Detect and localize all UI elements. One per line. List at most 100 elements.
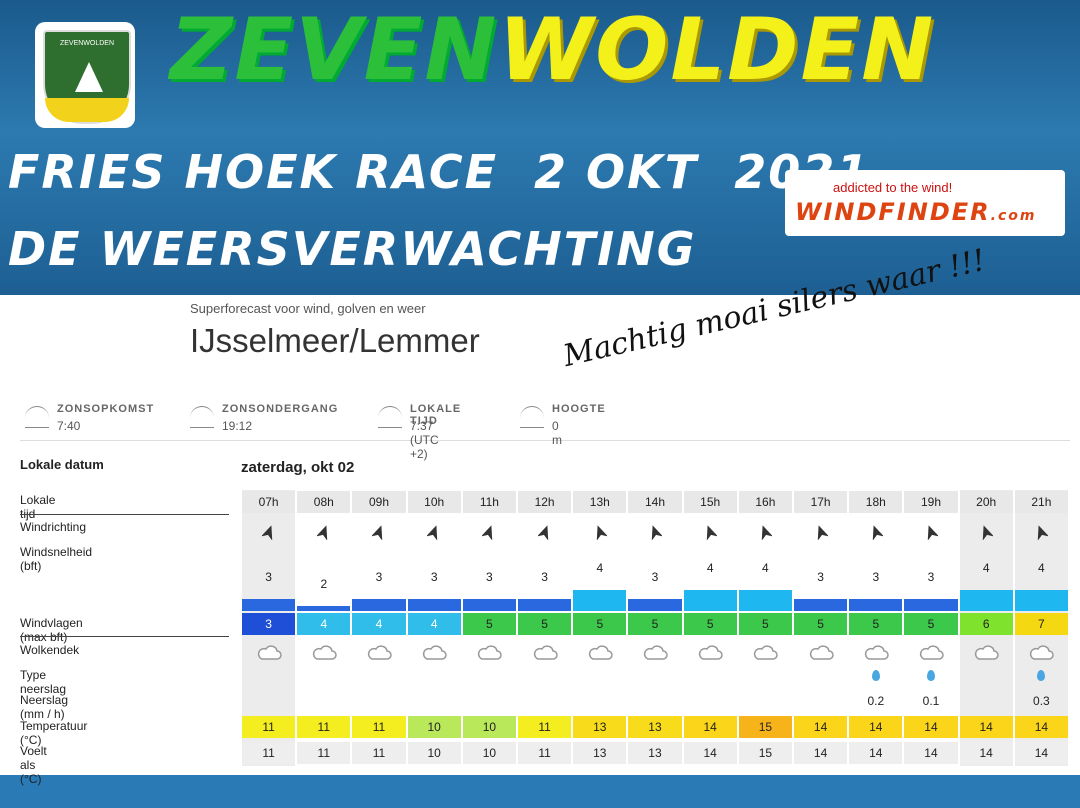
footer-band xyxy=(0,775,1080,808)
wind-bar xyxy=(407,599,461,611)
wind-bar xyxy=(462,599,516,611)
cloud-icon xyxy=(476,644,503,660)
wind-value: 4 xyxy=(762,561,769,576)
banner: ZEVENWOLDEN ZEVENWOLDEN FRIES HOEK RACE … xyxy=(0,0,1080,295)
hour: 17h xyxy=(794,491,848,513)
hour: 09h xyxy=(352,491,406,513)
date: zaterdag, okt 02 xyxy=(241,459,355,476)
temperature: 14 xyxy=(904,716,958,738)
headline-2: DE WEERSVERWACHTING xyxy=(8,222,697,276)
direction-arrow xyxy=(1034,524,1050,541)
feels-like: 13 xyxy=(573,742,627,764)
direction-arrow xyxy=(370,524,386,541)
row-label: Neerslag (mm / h) xyxy=(20,693,69,721)
info-value: 0 m xyxy=(552,419,562,447)
ad-brand-name: WINDFINDER xyxy=(795,198,991,226)
wind-bar xyxy=(849,599,903,611)
gust: 5 xyxy=(462,613,516,635)
hour: 11h xyxy=(462,491,516,513)
temperature: 14 xyxy=(1014,716,1068,738)
wind-value: 3 xyxy=(651,570,659,585)
temperature: 13 xyxy=(628,716,682,738)
cloud-icon xyxy=(311,644,337,660)
hour: 12h xyxy=(518,491,572,513)
wind-bar xyxy=(794,599,848,611)
wind-value: 3 xyxy=(375,570,383,585)
temperature: 11 xyxy=(518,716,572,738)
gust: 5 xyxy=(628,613,682,635)
info-label: LOKALE TIJD xyxy=(410,403,462,427)
ad-brand: WINDFINDER.com xyxy=(795,198,1036,226)
precipitation: 0.3 xyxy=(1033,694,1050,708)
cloud-icon xyxy=(366,644,392,660)
direction-arrow xyxy=(593,524,608,541)
badge-text: ZEVENWOLDEN xyxy=(59,40,115,47)
wind-bar xyxy=(573,590,627,611)
row-label: Windrichting xyxy=(20,520,87,534)
wind-bar xyxy=(242,599,296,611)
temperature: 14 xyxy=(849,716,903,738)
title-left: ZEVEN xyxy=(170,0,499,100)
wind-bar xyxy=(904,599,958,611)
cloud-icon xyxy=(587,644,613,660)
cloud-icon xyxy=(697,644,723,660)
wind-value: 4 xyxy=(596,561,604,576)
direction-arrow xyxy=(979,524,995,541)
gust: 3 xyxy=(242,613,296,635)
wind-value: 3 xyxy=(872,570,880,585)
rule xyxy=(20,636,229,637)
row-label: Lokale tijd xyxy=(20,493,56,521)
cloud-icon xyxy=(642,644,668,660)
cloud-icon xyxy=(1028,644,1055,660)
info-value: 7:37 (UTC +2) xyxy=(410,419,439,461)
hour: 16h xyxy=(738,491,792,513)
info-value: 19:12 xyxy=(222,419,253,433)
cloud-icon xyxy=(863,644,889,660)
feels-like: 10 xyxy=(462,742,516,764)
temperature: 13 xyxy=(573,716,627,738)
info-icon xyxy=(190,406,214,428)
title: ZEVENWOLDEN xyxy=(170,0,935,100)
temperature: 10 xyxy=(407,716,461,738)
gust: 5 xyxy=(904,613,958,635)
wind-value: 3 xyxy=(430,570,438,585)
badge-water xyxy=(45,98,129,122)
direction-arrow xyxy=(481,524,496,541)
gust: 5 xyxy=(738,613,792,635)
direction-arrow xyxy=(260,524,276,541)
direction-arrow xyxy=(426,524,441,541)
info-label: ZONSONDERGANG xyxy=(222,403,339,415)
ad-suffix: .com xyxy=(990,208,1037,224)
hour: 07h xyxy=(242,491,296,513)
row-label: Windvlagen (max bft) xyxy=(20,616,83,644)
wind-value: 3 xyxy=(541,570,548,585)
wind-bar xyxy=(352,599,406,611)
wind-value: 3 xyxy=(927,570,935,585)
cloud-icon xyxy=(532,644,558,660)
badge: ZEVENWOLDEN xyxy=(35,22,135,128)
headline-1: FRIES HOEK RACE 2 OKT 2021 xyxy=(8,145,871,199)
direction-arrow xyxy=(869,524,884,541)
wind-bar xyxy=(738,590,792,611)
cloud-icon xyxy=(973,644,999,660)
wind-bar xyxy=(297,605,351,611)
hour: 20h xyxy=(959,491,1013,513)
wind-value: 3 xyxy=(817,570,824,585)
temperature: 11 xyxy=(242,716,296,738)
location: IJsselmeer/Lemmer xyxy=(190,322,480,359)
feels-like: 14 xyxy=(794,742,848,764)
title-right: WOLDEN xyxy=(498,0,936,100)
feels-like: 10 xyxy=(407,742,461,764)
date-label: Lokale datum xyxy=(20,457,104,472)
wind-value: 4 xyxy=(1038,561,1045,576)
gust: 5 xyxy=(794,613,848,635)
gust: 5 xyxy=(573,613,627,635)
info-value: 7:40 xyxy=(57,419,81,433)
wind-value: 4 xyxy=(982,561,990,576)
badge-shield: ZEVENWOLDEN xyxy=(43,30,131,124)
row-label: Voelt als (°C) xyxy=(20,744,47,786)
temperature: 11 xyxy=(297,716,351,738)
hour: 14h xyxy=(628,491,682,513)
direction-arrow xyxy=(703,524,719,541)
rain-drop xyxy=(927,670,935,681)
